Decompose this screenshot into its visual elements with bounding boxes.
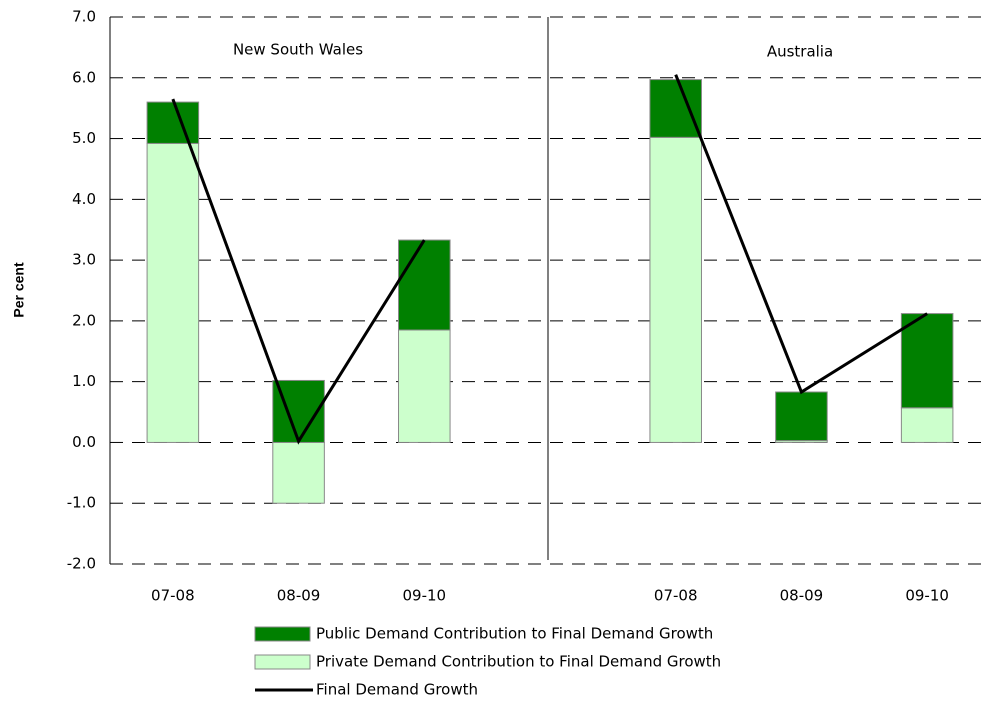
y-tick-label: 4.0 bbox=[72, 190, 96, 208]
x-tick-label: 09-10 bbox=[905, 587, 949, 605]
y-tick-label: -1.0 bbox=[67, 494, 96, 512]
line bbox=[171, 74, 928, 445]
x-tick-label: 09-10 bbox=[402, 587, 446, 605]
y-tick-label: 1.0 bbox=[72, 372, 96, 390]
legend-swatch bbox=[254, 626, 311, 642]
legend-swatch bbox=[254, 654, 311, 670]
y-tick-label: 5.0 bbox=[72, 129, 96, 147]
legend-label: Public Demand Contribution to Final Dema… bbox=[316, 625, 713, 643]
bar bbox=[398, 329, 451, 443]
y-tick-label: 0.0 bbox=[72, 433, 96, 451]
bar bbox=[272, 441, 325, 504]
y-axis-label: Per cent bbox=[11, 262, 27, 318]
y-tick-label: 7.0 bbox=[72, 8, 96, 26]
y-tick-label: -2.0 bbox=[67, 555, 96, 573]
bar bbox=[775, 391, 828, 442]
panel-label: Australia bbox=[767, 43, 833, 61]
y-tick-label: 6.0 bbox=[72, 68, 96, 86]
bar bbox=[398, 239, 451, 331]
bar bbox=[900, 407, 954, 443]
panel-label: New South Wales bbox=[233, 41, 363, 59]
bar bbox=[146, 101, 200, 144]
legend-label: Final Demand Growth bbox=[316, 681, 478, 699]
x-tick-label: 08-09 bbox=[277, 587, 321, 605]
bar bbox=[649, 136, 702, 443]
y-tick-label: 3.0 bbox=[72, 251, 96, 269]
x-tick-label: 08-09 bbox=[780, 587, 824, 605]
x-tick-label: 07-08 bbox=[654, 587, 698, 605]
y-tick-label: 2.0 bbox=[72, 311, 96, 329]
x-tick-label: 07-08 bbox=[151, 587, 195, 605]
bar bbox=[146, 142, 200, 443]
legend-label: Private Demand Contribution to Final Dem… bbox=[316, 653, 721, 671]
bar bbox=[649, 79, 702, 138]
bar bbox=[900, 313, 954, 409]
